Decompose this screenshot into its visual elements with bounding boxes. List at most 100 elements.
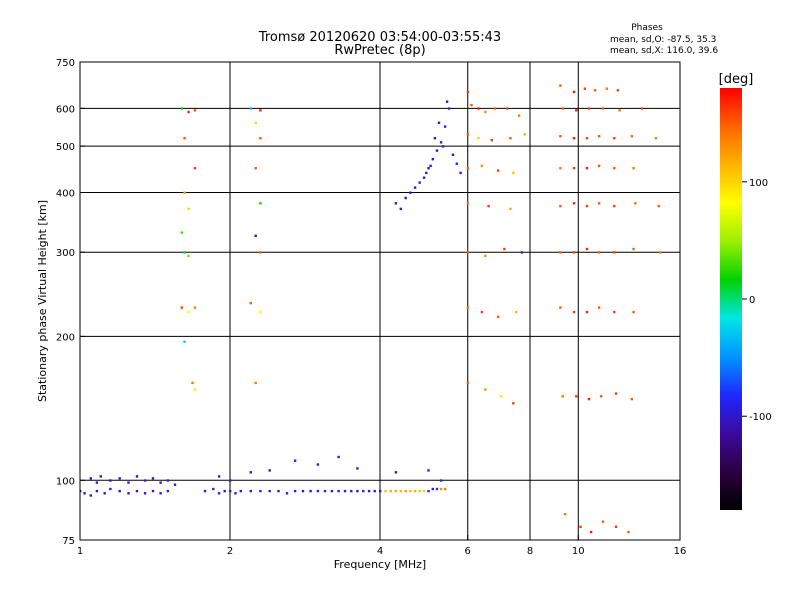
echo-point: [613, 310, 616, 314]
echo-point: [477, 137, 480, 140]
echo-point: [249, 107, 252, 110]
y-tick-label: 750: [56, 58, 75, 69]
echo-point: [520, 251, 524, 254]
echo-point: [413, 489, 417, 493]
echo-point: [268, 469, 271, 472]
echo-point: [597, 251, 601, 254]
echo-point: [180, 306, 184, 309]
echo-point: [439, 479, 443, 482]
x-tick-label: 6: [465, 546, 471, 557]
y-tick-label: 500: [56, 142, 75, 153]
echo-point: [585, 204, 589, 208]
stats-header: Phases: [631, 23, 663, 33]
echo-point: [409, 191, 412, 194]
echo-point: [427, 469, 430, 472]
echo-point: [193, 167, 197, 170]
echo-point: [229, 479, 232, 482]
x-tick-label: 8: [527, 546, 533, 557]
grid-lines: [80, 62, 680, 540]
stats-line-x: mean, sd,X: 116.0, 39.6: [610, 46, 718, 56]
echo-point: [180, 107, 184, 110]
echo-point: [627, 530, 630, 534]
echo-point: [151, 477, 155, 480]
echo-point: [572, 137, 576, 140]
x-axis-label: Frequency [MHz]: [334, 558, 426, 571]
echo-point: [613, 167, 616, 170]
echo-point: [630, 135, 634, 138]
echo-point: [480, 164, 484, 168]
echo-point: [587, 397, 591, 401]
echo-point: [379, 489, 382, 493]
echo-point: [605, 87, 608, 90]
echo-point: [337, 455, 340, 459]
echo-point: [470, 103, 473, 107]
echo-point: [435, 487, 439, 491]
echo-point: [585, 310, 589, 314]
echo-point: [431, 158, 434, 161]
echo-point: [561, 395, 564, 398]
echo-point: [187, 207, 190, 211]
echo-point: [399, 489, 402, 493]
y-tick-label: 100: [56, 476, 75, 487]
echo-point: [466, 202, 470, 205]
echo-point: [559, 135, 562, 138]
echo-point: [437, 121, 441, 124]
echo-point: [234, 492, 237, 495]
echo-point: [99, 475, 102, 478]
echo-point: [585, 137, 589, 140]
echo-point: [447, 107, 451, 110]
echo-point: [95, 489, 99, 493]
echo-point: [191, 381, 194, 385]
colorbar-tick-label: -100: [749, 412, 772, 423]
echo-point: [135, 489, 139, 493]
echo-point: [613, 251, 616, 254]
echo-point: [151, 489, 155, 493]
echo-point: [445, 100, 449, 103]
echo-point: [330, 489, 334, 493]
echo-point: [293, 489, 297, 493]
echo-point: [589, 530, 593, 534]
y-tick-label: 200: [56, 332, 75, 343]
echo-point: [259, 137, 262, 140]
chart-title: Tromsø 20120620 03:54:00-03:55:43: [258, 30, 501, 45]
echo-point: [183, 251, 186, 254]
echo-point: [654, 137, 658, 140]
stats-line-o: mean, sd,O: -87.5, 35.3: [610, 35, 716, 45]
echo-point: [480, 310, 484, 314]
echo-point: [601, 520, 605, 523]
echo-point: [109, 479, 112, 482]
y-axis-ticks: 75 100 200 300 400 500 600 750: [56, 58, 85, 547]
echo-point: [399, 207, 402, 211]
echo-point: [585, 247, 589, 251]
echo-point: [166, 479, 170, 482]
echo-point: [293, 459, 297, 462]
echo-point: [484, 388, 487, 391]
echo-point: [466, 133, 470, 136]
echo-point: [425, 171, 428, 175]
echo-point: [575, 109, 578, 112]
echo-point: [512, 171, 515, 175]
echo-point: [187, 310, 190, 314]
y-tick-label: 75: [62, 536, 75, 547]
echo-point: [572, 310, 576, 314]
echo-point: [613, 137, 616, 140]
echo-point: [427, 167, 430, 170]
echo-point: [433, 137, 437, 140]
echo-point: [356, 489, 359, 493]
echo-point: [95, 481, 99, 484]
echo-point: [404, 489, 407, 493]
echo-point: [515, 310, 518, 314]
echo-point: [601, 107, 605, 110]
echo-point: [614, 525, 618, 528]
echo-point: [118, 489, 121, 493]
echo-point: [459, 171, 462, 175]
x-tick-label: 2: [227, 546, 233, 557]
chart-subtitle: RwPretec (8p): [334, 43, 425, 58]
echo-point: [484, 254, 487, 258]
y-axis-label: Stationary phase Virtual Height [km]: [36, 200, 49, 402]
echo-point: [212, 487, 215, 491]
echo-point: [559, 306, 562, 309]
echo-point: [559, 84, 562, 87]
echo-point: [268, 489, 271, 493]
echo-point: [572, 251, 576, 254]
